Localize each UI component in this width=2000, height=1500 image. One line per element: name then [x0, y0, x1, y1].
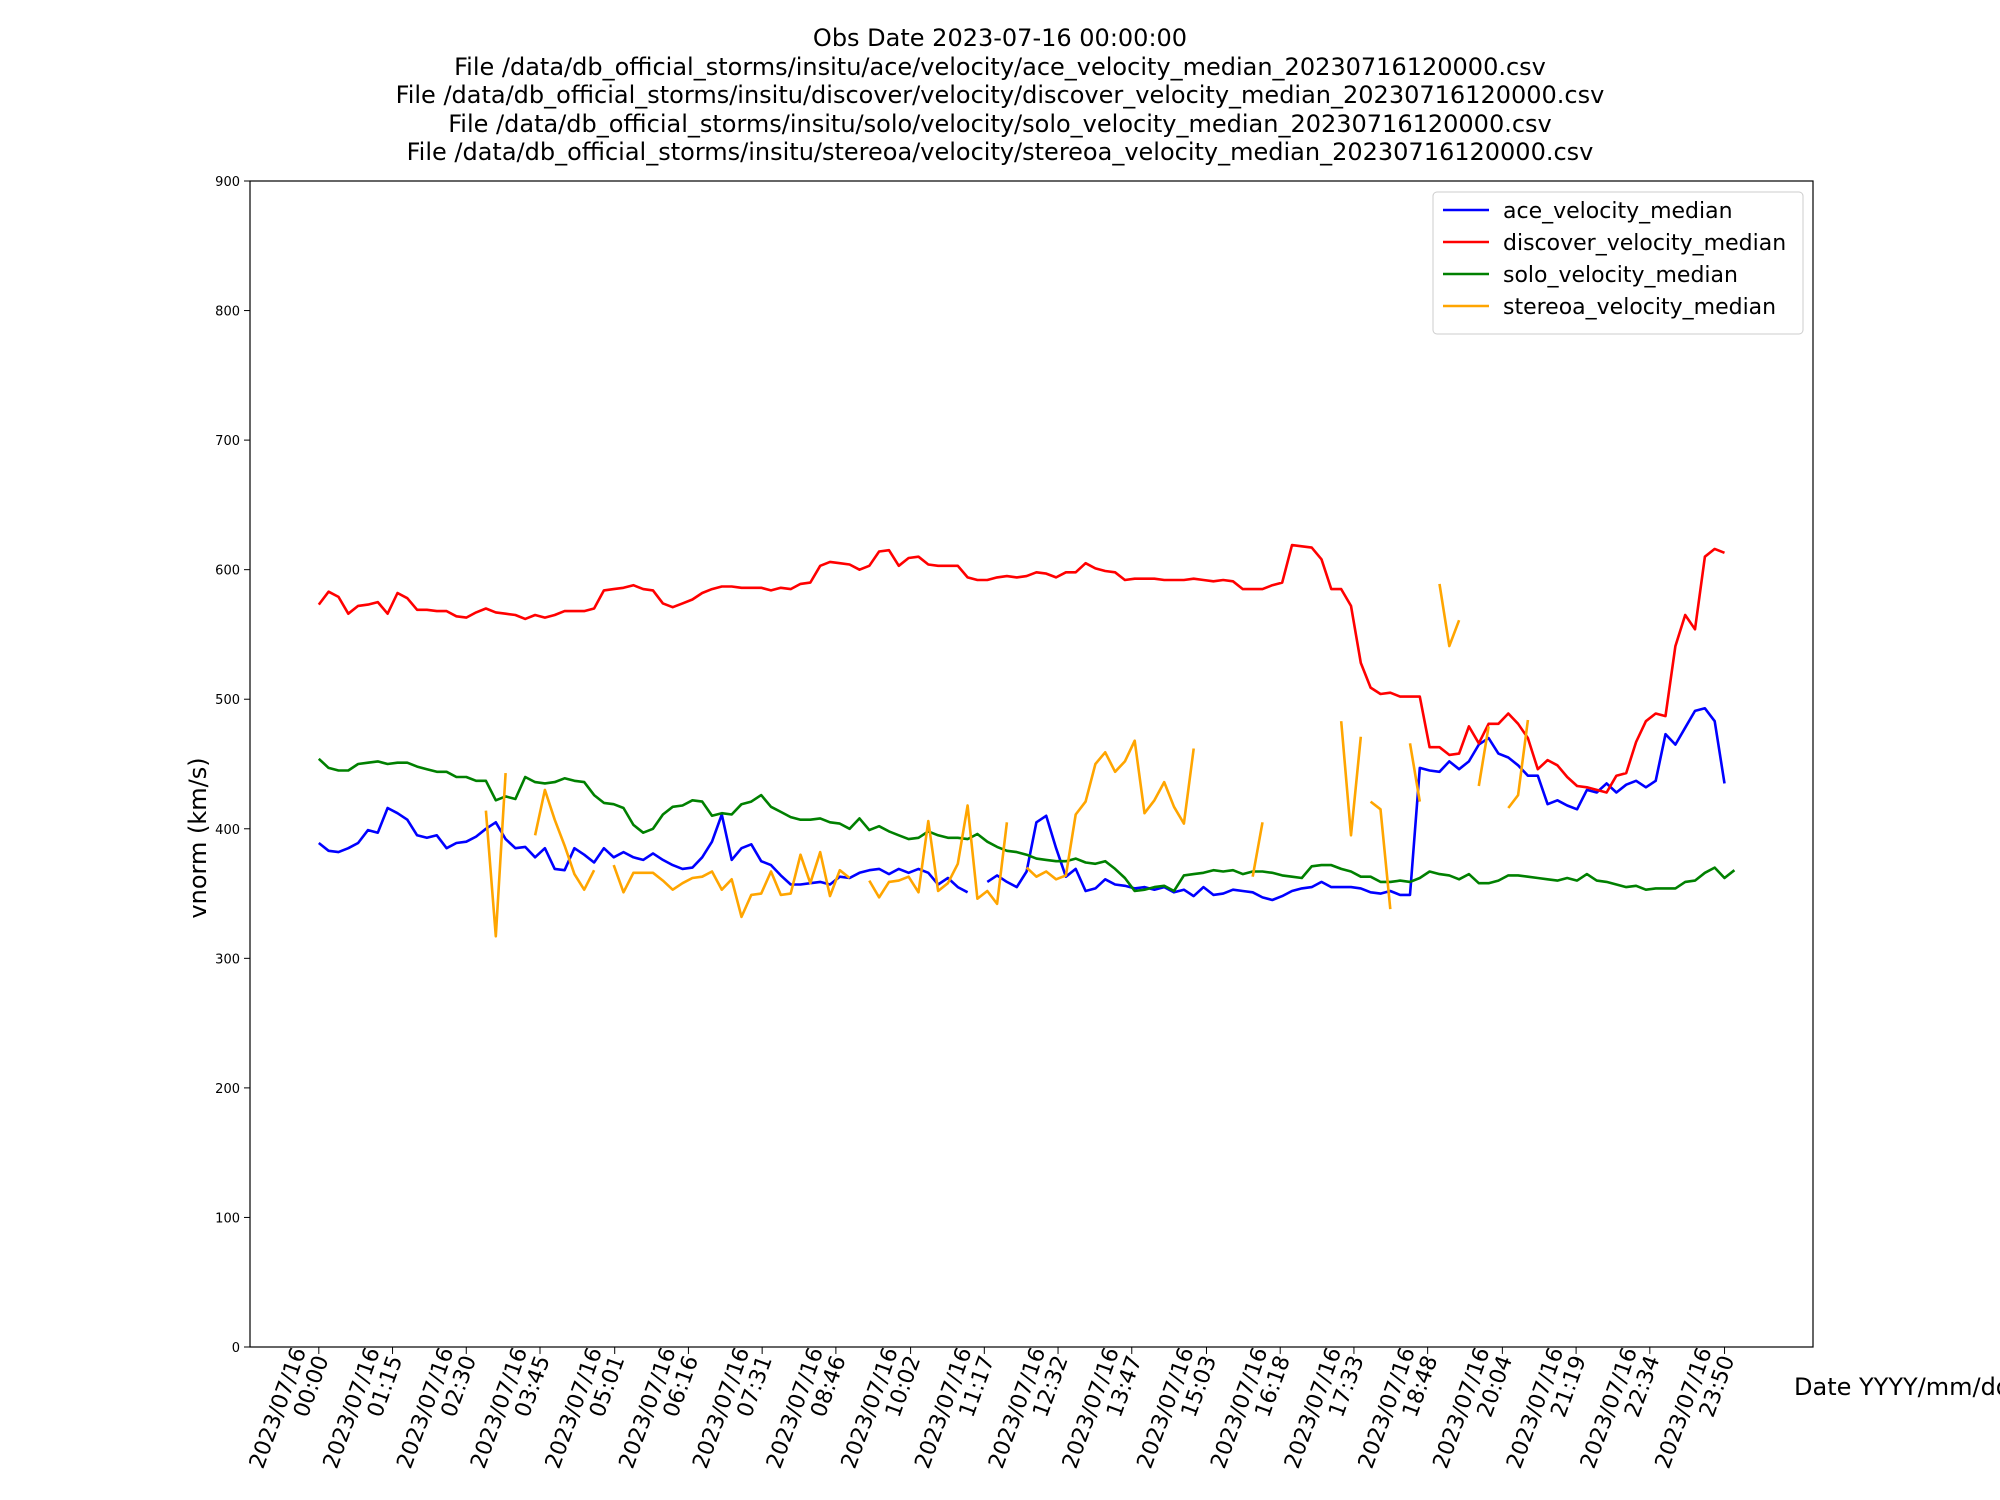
- series-line-ace_velocity_median: [986, 707, 1726, 902]
- series-layer: [317, 543, 1736, 938]
- legend-box: [1432, 191, 1804, 335]
- y-tick-label: 200: [215, 1082, 240, 1097]
- title-obs-date: Obs Date 2023-07-16 00:00:00: [812, 24, 1188, 52]
- x-axis: 2023/07/1600:002023/07/1601:152023/07/16…: [245, 1344, 1740, 1480]
- y-tick-label: 700: [215, 434, 240, 449]
- y-tick-label: 0: [232, 1341, 240, 1356]
- y-tick-label: 800: [215, 305, 240, 320]
- series-line-stereoa_velocity_median: [1339, 721, 1363, 837]
- series-line-stereoa_velocity_median: [533, 788, 596, 891]
- series-line-stereoa_velocity_median: [1477, 726, 1490, 787]
- series-line-stereoa_velocity_median: [1408, 743, 1422, 802]
- y-tick-label: 500: [215, 693, 240, 708]
- series-line-stereoa_velocity_median: [1369, 800, 1392, 910]
- series-line-stereoa_velocity_median: [868, 804, 1009, 906]
- y-tick-label: 400: [215, 823, 240, 838]
- series-line-stereoa_velocity_median: [612, 850, 851, 919]
- series-line-stereoa_velocity_median: [1251, 822, 1264, 877]
- plot-frame: [249, 180, 1814, 1348]
- y-tick-label: 900: [215, 175, 240, 190]
- series-line-stereoa_velocity_median: [484, 773, 507, 938]
- title-file-solo: File /data/db_official_storms/insitu/sol…: [448, 109, 1552, 138]
- legend-label: stereoa_velocity_median: [1503, 295, 1776, 320]
- series-line-stereoa_velocity_median: [1507, 719, 1530, 809]
- y-axis-label: vnorm (km/s): [184, 757, 212, 918]
- chart-titles: Obs Date 2023-07-16 00:00:00 File /data/…: [0, 24, 2000, 167]
- series-line-ace_velocity_median: [317, 806, 969, 894]
- y-tick-label: 100: [215, 1211, 240, 1226]
- y-tick-label: 600: [215, 564, 240, 579]
- x-axis-label: Date YYYY/mm/dd: [1794, 1373, 2000, 1401]
- x-tick-label: 2023/07/1623:50: [1651, 1344, 1740, 1480]
- title-file-discover: File /data/db_official_storms/insitu/dis…: [395, 81, 1605, 109]
- series-line-discover_velocity_median: [317, 543, 1725, 794]
- series-line-stereoa_velocity_median: [1438, 583, 1461, 648]
- title-file-stereoa: File /data/db_official_storms/insitu/ste…: [406, 138, 1594, 166]
- series-line-stereoa_velocity_median: [1025, 739, 1195, 881]
- y-axis: 0 100 200 300 400 500 600 700 800 900: [215, 175, 250, 1356]
- legend-label: discover_velocity_median: [1503, 231, 1786, 256]
- legend-label: ace_velocity_median: [1503, 199, 1733, 224]
- series-line-solo_velocity_median: [317, 757, 1736, 893]
- legend-label: solo_velocity_median: [1503, 263, 1738, 288]
- legend: ace_velocity_median discover_velocity_med…: [1432, 191, 1804, 335]
- y-tick-label: 300: [215, 952, 240, 967]
- title-file-ace: File /data/db_official_storms/insitu/ace…: [454, 52, 1546, 81]
